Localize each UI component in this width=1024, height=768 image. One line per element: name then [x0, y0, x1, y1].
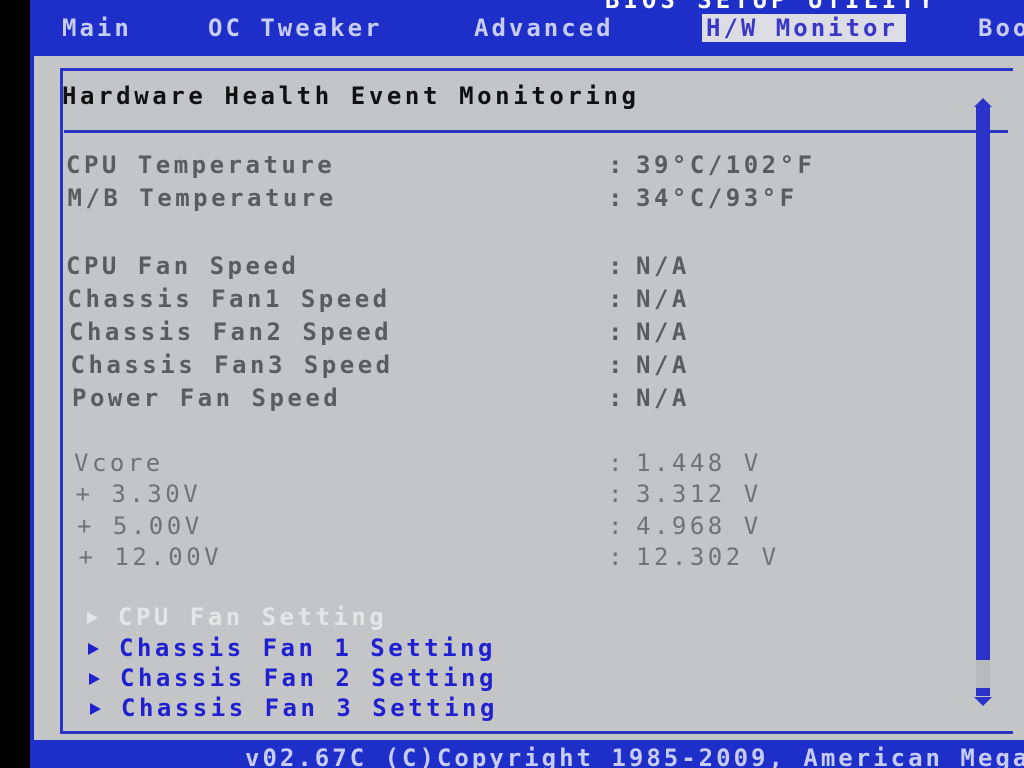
submenu-arrow — [87, 612, 98, 624]
separator: : — [608, 351, 626, 379]
bios-title: BIOS SETUP UTILITY — [605, 0, 938, 14]
scroll-thumb[interactable] — [976, 660, 990, 688]
footer: v02.67C (C)Copyright 1985-2009, American… — [245, 744, 1024, 768]
sensor-value: 12.302 V — [636, 543, 780, 571]
submenu-item[interactable]: Chassis Fan 3 Setting — [121, 694, 498, 722]
sensor-value: 34°C/93°F — [636, 184, 798, 212]
sensor-label: Vcore — [74, 449, 164, 477]
separator: : — [608, 543, 626, 571]
tab[interactable]: Boot — [978, 14, 1024, 42]
submenu-arrow — [88, 643, 99, 655]
submenu-arrow — [89, 673, 100, 685]
sensor-value: N/A — [636, 285, 690, 313]
title-rule — [64, 130, 1008, 133]
separator: : — [608, 512, 626, 540]
sensor-value: N/A — [636, 384, 690, 412]
submenu-item[interactable]: Chassis Fan 1 Setting — [119, 634, 496, 662]
sensor-value: N/A — [636, 318, 690, 346]
sensor-value: 1.448 V — [636, 449, 762, 477]
bios-screen: BIOS SETUP UTILITY Main OC Tweaker Advan… — [30, 0, 1024, 768]
panel — [34, 56, 1024, 740]
separator: : — [608, 318, 626, 346]
scroll-down[interactable] — [972, 696, 994, 708]
sensor-label: + 12.00V — [78, 543, 223, 571]
tab[interactable]: OC Tweaker — [208, 14, 383, 42]
sensor-label: Power Fan Speed — [72, 384, 342, 412]
separator: : — [608, 184, 626, 212]
submenu-item: CPU Fan Setting — [118, 603, 388, 631]
sensor-label: Chassis Fan3 Speed — [70, 351, 394, 379]
separator: : — [608, 252, 626, 280]
section-title: Hardware Health Event Monitoring — [62, 82, 640, 110]
sensor-label: Chassis Fan1 Speed — [67, 285, 391, 313]
sensor-label: CPU Fan Speed — [66, 252, 300, 280]
separator: : — [608, 480, 626, 508]
separator: : — [608, 151, 626, 179]
sensor-value: 4.968 V — [636, 512, 762, 540]
separator: : — [608, 384, 626, 412]
sensor-value: N/A — [636, 351, 690, 379]
submenu-item[interactable]: Chassis Fan 2 Setting — [120, 664, 497, 692]
separator: : — [608, 449, 626, 477]
tab-active[interactable]: H/W Monitor — [702, 14, 906, 42]
panel-border — [60, 68, 1013, 734]
sensor-label: + 5.00V — [77, 512, 203, 540]
separator: : — [608, 285, 626, 313]
sensor-label: CPU Temperature — [66, 151, 336, 179]
tab[interactable]: Main — [62, 14, 132, 42]
scroll-up[interactable] — [972, 96, 994, 108]
submenu-arrow — [90, 703, 101, 715]
sensor-value: 3.312 V — [636, 480, 762, 508]
scrollbar[interactable] — [976, 106, 990, 696]
sensor-label: M/B Temperature — [67, 184, 337, 212]
sensor-value: 39°C/102°F — [636, 151, 816, 179]
sensor-value: N/A — [636, 252, 690, 280]
sensor-label: + 3.30V — [75, 480, 202, 508]
tab[interactable]: Advanced — [474, 14, 614, 42]
sensor-label: Chassis Fan2 Speed — [69, 318, 393, 346]
